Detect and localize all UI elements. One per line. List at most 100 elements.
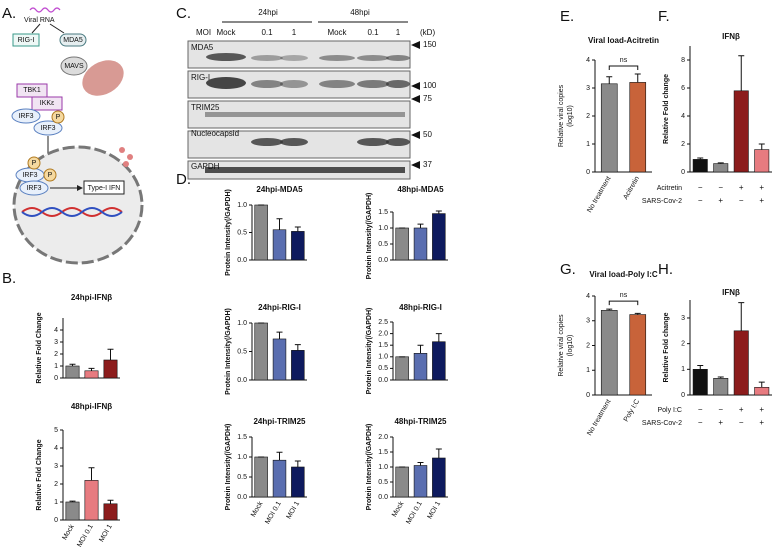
error-bar <box>738 302 745 331</box>
y-tick-label: 0.0 <box>378 494 388 501</box>
y-tick-label: 0 <box>681 169 685 176</box>
y-axis-label: Relative viral copies <box>558 84 565 147</box>
bar <box>713 163 729 173</box>
lane-label: Mock <box>327 28 347 37</box>
y-tick-label: 0.5 <box>237 474 247 481</box>
y-tick-label: 0.0 <box>237 494 247 501</box>
error-bar <box>69 363 76 366</box>
panel-label: G. <box>560 261 576 278</box>
panel-label: E. <box>560 8 574 25</box>
row-label: MDA5 <box>191 43 214 52</box>
node-box <box>11 108 41 124</box>
blot-label: MOI <box>196 28 211 37</box>
blot-strips <box>187 40 411 180</box>
diagram-label: MAVS <box>64 63 84 70</box>
blot-label: 24hpi <box>258 8 278 17</box>
y-tick-label: 0.0 <box>237 257 247 264</box>
node-box <box>83 180 125 195</box>
rna-strand <box>29 7 61 13</box>
y-tick-label: 2 <box>681 141 685 148</box>
y-tick-label: 2 <box>54 351 58 358</box>
error-bar <box>417 462 424 466</box>
bar <box>272 229 287 261</box>
bar <box>432 457 446 498</box>
y-tick-label: 1.0 <box>378 354 388 361</box>
y-tick-label: 0.5 <box>378 479 388 486</box>
diagram-label: IRF3 <box>40 125 55 132</box>
chart-title: IFNβ <box>722 32 740 41</box>
node-box <box>60 56 88 76</box>
y-axis-label: Protein Intensity(/GAPDH) <box>225 424 232 511</box>
error-bar <box>634 312 641 315</box>
error-bar <box>294 344 301 351</box>
factor-label: SARS-Cov-2 <box>642 198 682 205</box>
error-bar <box>69 500 76 502</box>
bar <box>84 370 99 379</box>
y-axis-label: Relative Fold change <box>663 74 670 144</box>
phospho <box>43 168 57 182</box>
bar <box>291 350 305 381</box>
chart-title: IFNβ <box>722 288 740 297</box>
node-box <box>31 96 63 111</box>
pathway-diagram: Viral RNA RIG-I MDA5 MAVS TBK1 IKKε IRF3… <box>11 7 144 265</box>
bar <box>692 369 708 396</box>
error-bar <box>606 308 613 311</box>
diagram-label: IRF3 <box>26 185 41 192</box>
chart-title: Viral load-Acitretin <box>588 36 659 45</box>
factor-sign: − <box>739 196 744 205</box>
error-bar <box>417 223 424 228</box>
factor-label: SARS-Cov-2 <box>642 420 682 427</box>
bar <box>291 231 305 261</box>
chart-title: Viral load-Poly I:C <box>589 270 658 279</box>
x-tick-label: MOI 1 <box>98 523 114 543</box>
y-axis-label: (log10) <box>567 105 574 127</box>
diagram-label: Type-I IFN <box>88 185 121 192</box>
error-bar <box>276 331 283 339</box>
chart-title: 48hpi-MDA5 <box>397 185 444 194</box>
factor-sign: − <box>718 183 723 192</box>
y-tick-label: 1.0 <box>378 225 388 232</box>
bar <box>291 466 305 498</box>
bar <box>84 480 99 521</box>
bar <box>600 310 618 396</box>
chart-title: 24hpi-MDA5 <box>256 185 303 194</box>
lane-label: 0.1 <box>261 28 273 37</box>
y-tick-label: 0.0 <box>378 257 388 264</box>
error-bar <box>606 76 613 84</box>
mitochondrion <box>82 60 124 96</box>
marker-size: 150 <box>423 40 437 49</box>
diagram-label: P <box>32 160 37 167</box>
factor-sign: − <box>739 418 744 427</box>
dna <box>21 207 123 217</box>
node-box <box>19 180 49 196</box>
significance-bracket <box>608 65 639 70</box>
y-tick-label: 1 <box>586 141 590 148</box>
y-axis-label: Protein Intensity(/GAPDH) <box>366 424 373 511</box>
bar <box>432 341 446 381</box>
y-tick-label: 2.5 <box>378 319 388 326</box>
chart-title: 24hpi-RIG-I <box>258 303 301 312</box>
factor-sign: + <box>759 183 764 192</box>
y-tick-label: 0.0 <box>237 377 247 384</box>
panel-label: D. <box>176 171 191 188</box>
y-tick-label: 4 <box>586 293 590 300</box>
y-tick-label: 8 <box>681 57 685 64</box>
diagram-label: Viral RNA <box>24 17 55 24</box>
marker-size: 37 <box>423 160 432 169</box>
significance-bracket <box>608 300 639 306</box>
y-axis-label: Relative viral copies <box>558 314 565 377</box>
x-tick-label: MOI 0.1 <box>76 523 95 548</box>
y-tick-label: 1 <box>54 363 58 370</box>
y-tick-label: 4 <box>54 327 58 334</box>
chart-title: 48hpi-IFNβ <box>71 402 112 411</box>
y-tick-label: 0 <box>586 392 590 399</box>
bar <box>395 227 409 261</box>
factor-sign: + <box>759 196 764 205</box>
factor-sign: − <box>698 405 703 414</box>
factor-sign: − <box>718 405 723 414</box>
y-tick-label: 1 <box>681 366 685 373</box>
marker-size: 50 <box>423 130 432 139</box>
chart-title: 24hpi-TRIM25 <box>253 417 306 426</box>
factor-sign: + <box>739 183 744 192</box>
y-tick-label: 1 <box>54 499 58 506</box>
